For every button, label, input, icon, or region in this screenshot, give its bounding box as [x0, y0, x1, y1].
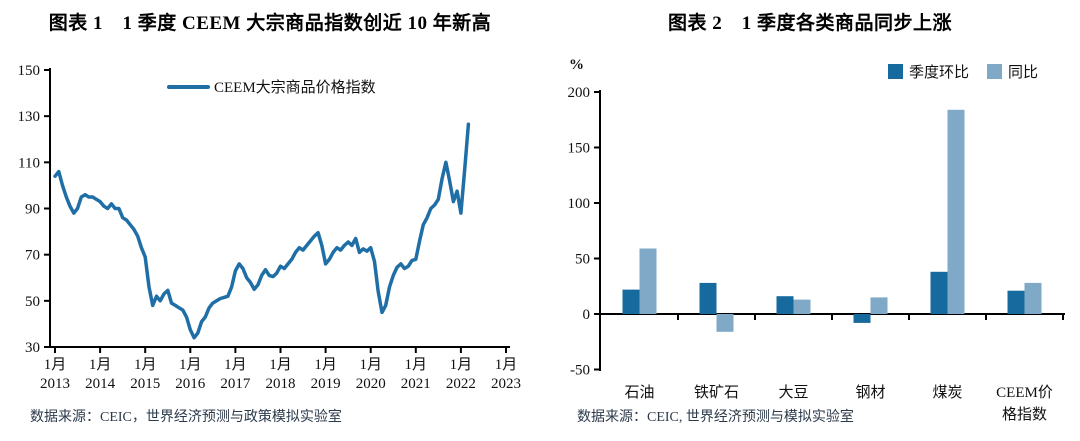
- x-tick-year-label: 2021: [401, 376, 431, 392]
- bar-大豆-同比: [793, 299, 811, 314]
- x-tick-month-label: 1月: [359, 357, 382, 373]
- x-tick-month-label: 1月: [314, 357, 337, 373]
- x-tick-year-label: 2016: [175, 376, 206, 392]
- category-label: 钢材: [855, 384, 885, 401]
- x-tick-month-label: 1月: [495, 357, 518, 373]
- y-tick-label: 150: [568, 141, 591, 157]
- x-tick-month-label: 1月: [224, 357, 247, 373]
- x-tick-year-label: 2020: [356, 376, 386, 392]
- y-tick-label: 200: [568, 85, 591, 101]
- x-tick-month-label: 1月: [269, 357, 292, 373]
- category-label: 格指数: [1002, 406, 1047, 423]
- category-label: CEEM价: [996, 385, 1053, 401]
- x-tick-year-label: 2018: [266, 376, 296, 392]
- line-chart-layer: 150130110907050301月20131月20141月20151月201…: [18, 63, 522, 392]
- line-legend-swatch: [167, 84, 210, 89]
- right-chart-title: 图表 2 1 季度各类商品同步上涨: [667, 13, 952, 34]
- bar-铁矿石-同比: [716, 314, 734, 332]
- y-tick-label: 50: [575, 252, 590, 268]
- y-tick-label: 90: [25, 202, 40, 218]
- y-tick-label: 0: [583, 307, 591, 323]
- ceem-price-index-line: [53, 122, 471, 340]
- y-tick-label: 110: [18, 155, 40, 171]
- x-tick-year-label: 2017: [220, 376, 251, 392]
- x-tick-year-label: 2023: [491, 376, 521, 392]
- legend-item-yoy: 同比: [987, 61, 1038, 82]
- line-chart-legend: CEEM大宗商品价格指数: [167, 76, 376, 97]
- category-label: 大豆: [778, 384, 808, 401]
- y-tick-label: 130: [18, 109, 41, 125]
- x-tick-month-label: 1月: [89, 357, 112, 373]
- category-label: 铁矿石: [694, 384, 739, 401]
- bar-铁矿石-季度环比: [699, 282, 717, 314]
- x-tick-month-label: 1月: [44, 357, 67, 373]
- left-source-note: 数据来源：CEIC，世界经济预测与政策模拟实验室: [30, 410, 342, 425]
- bar-煤炭-同比: [947, 109, 965, 314]
- bar-chart-legend: 季度环比 同比: [888, 61, 1038, 82]
- y-tick-label: 30: [25, 340, 40, 356]
- qoq-legend-label: 季度环比: [909, 65, 970, 81]
- category-label: 石油: [624, 384, 654, 401]
- y-tick-label: -50: [570, 363, 590, 379]
- x-tick-year-label: 2014: [85, 376, 116, 392]
- bar-钢材-同比: [870, 297, 888, 314]
- right-source-note: 数据来源：CEIC, 世界经济预测与模拟实验室: [577, 410, 854, 425]
- bar-钢材-季度环比: [853, 314, 871, 323]
- bar-石油-季度环比: [622, 289, 640, 314]
- bar-煤炭-季度环比: [930, 271, 948, 314]
- x-tick-month-label: 1月: [134, 357, 157, 373]
- yoy-legend-label: 同比: [1008, 65, 1039, 81]
- y-tick-label: 100: [568, 196, 591, 212]
- bar-CEEM价格指数-季度环比: [1007, 290, 1025, 314]
- y-tick-label: 50: [25, 294, 40, 310]
- bar-chart-axes: [599, 90, 1065, 371]
- x-tick-year-label: 2013: [40, 376, 70, 392]
- x-tick-month-label: 1月: [179, 357, 202, 373]
- line-legend-label: CEEM大宗商品价格指数: [214, 80, 376, 96]
- legend-item-qoq: 季度环比: [888, 61, 969, 82]
- x-tick-year-label: 2015: [130, 376, 160, 392]
- x-tick-year-label: 2022: [446, 376, 476, 392]
- x-tick-month-label: 1月: [405, 357, 428, 373]
- left-chart-title: 图表 1 1 季度 CEEM 大宗商品指数创近 10 年新高: [48, 13, 492, 34]
- bar-CEEM价格指数-同比: [1024, 282, 1042, 314]
- bar-大豆-季度环比: [776, 296, 794, 314]
- y-tick-label: 150: [18, 63, 41, 79]
- bar-石油-同比: [639, 248, 657, 314]
- qoq-legend-swatch: [888, 64, 903, 79]
- percent-axis-label: %: [569, 57, 584, 73]
- x-tick-year-label: 2019: [311, 376, 341, 392]
- x-tick-month-label: 1月: [450, 357, 473, 373]
- yoy-legend-swatch: [987, 64, 1003, 79]
- y-tick-label: 70: [25, 248, 40, 264]
- category-label: 煤炭: [932, 384, 962, 401]
